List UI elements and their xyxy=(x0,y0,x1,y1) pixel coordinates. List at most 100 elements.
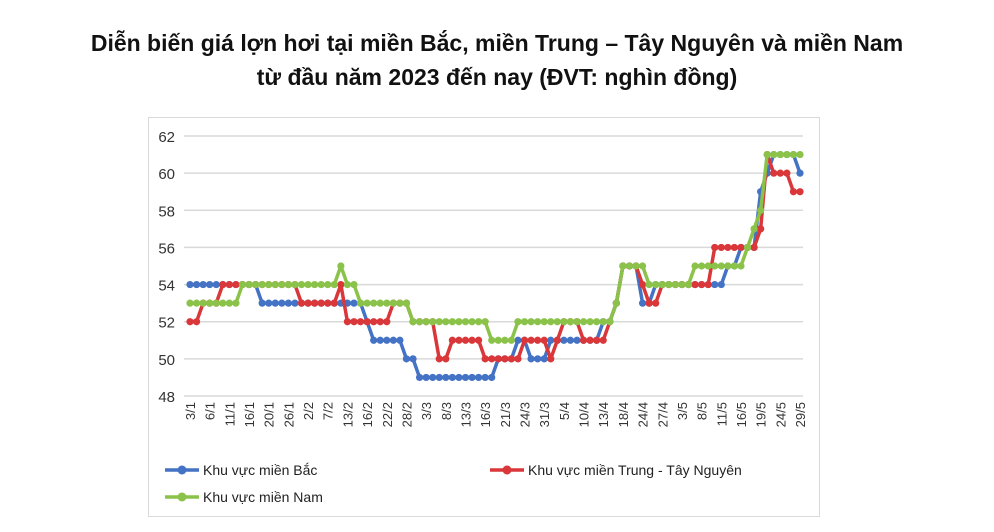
data-point-0 xyxy=(461,373,470,382)
data-point-2 xyxy=(494,336,502,344)
data-point-1 xyxy=(317,299,325,307)
data-point-1 xyxy=(691,280,699,289)
y-tick-label: 60 xyxy=(158,166,175,183)
data-point-2 xyxy=(547,318,555,326)
legend-marker-0 xyxy=(177,465,187,475)
data-point-2 xyxy=(245,280,253,289)
x-tick-label: 24/4 xyxy=(636,402,651,427)
data-point-2 xyxy=(691,262,699,270)
data-point-0 xyxy=(455,373,463,382)
data-point-2 xyxy=(488,336,496,344)
chart-area xyxy=(148,117,820,517)
data-point-1 xyxy=(468,336,476,344)
data-point-2 xyxy=(258,280,266,289)
data-point-2 xyxy=(206,299,214,307)
data-point-1 xyxy=(730,243,739,252)
data-point-2 xyxy=(796,150,804,159)
data-point-1 xyxy=(717,243,725,252)
x-tick-label: 28/2 xyxy=(399,402,414,427)
data-point-1 xyxy=(534,336,542,344)
x-tick-label: 26/1 xyxy=(281,402,296,427)
x-tick-label: 3/1 xyxy=(183,402,198,420)
data-point-1 xyxy=(448,336,456,344)
data-point-1 xyxy=(645,299,653,307)
data-point-0 xyxy=(284,299,292,307)
data-point-2 xyxy=(534,318,542,326)
data-point-2 xyxy=(553,318,561,326)
data-point-1 xyxy=(553,336,561,344)
data-point-2 xyxy=(757,206,765,214)
data-point-2 xyxy=(501,336,509,344)
data-point-0 xyxy=(186,280,194,289)
x-tick-label: 16/5 xyxy=(734,402,749,427)
data-point-2 xyxy=(678,280,686,289)
data-point-2 xyxy=(265,280,273,289)
data-point-0 xyxy=(258,299,266,307)
data-point-0 xyxy=(796,169,804,177)
data-point-1 xyxy=(638,280,647,289)
data-point-1 xyxy=(586,336,594,344)
data-point-1 xyxy=(324,299,332,307)
data-point-1 xyxy=(783,169,791,177)
data-point-1 xyxy=(750,243,758,252)
data-point-0 xyxy=(527,355,535,363)
x-tick-label: 27/4 xyxy=(655,402,670,427)
data-point-2 xyxy=(343,280,352,289)
x-tick-label: 10/4 xyxy=(577,402,592,427)
data-point-2 xyxy=(199,299,207,307)
data-point-0 xyxy=(435,373,443,382)
x-tick-label: 8/3 xyxy=(439,402,454,420)
data-point-2 xyxy=(593,318,601,326)
data-point-1 xyxy=(770,169,778,177)
data-point-0 xyxy=(442,373,450,382)
data-point-0 xyxy=(212,280,220,289)
data-point-1 xyxy=(461,336,470,344)
data-point-0 xyxy=(573,336,581,344)
x-tick-label: 6/1 xyxy=(203,402,218,420)
data-point-2 xyxy=(724,262,732,270)
data-point-1 xyxy=(593,336,601,344)
data-point-2 xyxy=(383,299,391,307)
data-point-1 xyxy=(711,243,719,252)
data-point-0 xyxy=(415,373,424,382)
x-tick-label: 2/2 xyxy=(301,402,316,420)
legend-label: Khu vực miền Nam xyxy=(203,489,323,505)
data-point-2 xyxy=(770,150,778,159)
data-point-2 xyxy=(573,318,581,326)
data-point-1 xyxy=(435,355,443,363)
x-tick-label: 22/2 xyxy=(380,402,395,427)
data-point-2 xyxy=(415,318,424,326)
data-point-2 xyxy=(750,225,758,233)
x-tick-label: 3/3 xyxy=(419,402,434,420)
x-tick-label: 3/5 xyxy=(675,402,690,420)
data-point-0 xyxy=(488,373,496,382)
data-point-1 xyxy=(370,318,378,326)
data-point-1 xyxy=(501,355,509,363)
data-point-1 xyxy=(343,318,352,326)
data-point-1 xyxy=(304,299,312,307)
data-point-2 xyxy=(370,299,378,307)
data-point-1 xyxy=(520,336,529,344)
data-point-1 xyxy=(350,318,358,326)
data-point-2 xyxy=(711,262,719,270)
chart-title: Diễn biến giá lợn hơi tại miền Bắc, miền… xyxy=(90,30,904,56)
data-point-1 xyxy=(540,336,548,344)
data-point-1 xyxy=(311,299,319,307)
data-point-1 xyxy=(652,299,660,307)
x-tick-label: 16/1 xyxy=(242,402,257,427)
data-point-2 xyxy=(566,318,575,326)
data-point-0 xyxy=(711,280,719,289)
data-point-2 xyxy=(409,318,417,326)
x-tick-label: 19/5 xyxy=(754,402,769,427)
x-tick-label: 20/1 xyxy=(262,402,277,427)
legend-label: Khu vực miền Bắc xyxy=(203,462,317,478)
data-point-2 xyxy=(737,262,745,270)
data-point-2 xyxy=(402,299,411,307)
data-point-2 xyxy=(442,318,450,326)
data-point-1 xyxy=(330,299,338,307)
data-point-2 xyxy=(219,299,227,307)
data-point-0 xyxy=(717,280,725,289)
x-tick-label: 24/5 xyxy=(773,402,788,427)
x-tick-label: 31/3 xyxy=(537,402,552,427)
